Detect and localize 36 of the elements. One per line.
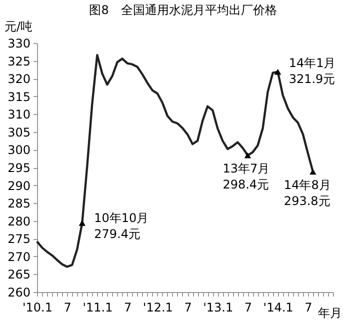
x-tick-label: 7	[64, 300, 72, 314]
y-tick-label: 265	[8, 268, 30, 282]
y-tick-label: 305	[8, 125, 30, 140]
y-tick-label: 280	[8, 214, 30, 228]
y-tick-label: 270	[8, 250, 30, 264]
y-tick-label: 300	[8, 143, 30, 158]
y-tick-label: 295	[8, 161, 30, 175]
y-tick-label: 310	[8, 108, 30, 122]
y-tick-label: 315	[8, 90, 30, 104]
annotation: 10年10月 279.4元	[94, 210, 149, 241]
point	[78, 220, 86, 226]
chart-title: 图8 全国通用水泥月平均出厂价格	[89, 3, 277, 17]
y-tick-label: 320	[8, 72, 30, 86]
annotation: 14年8月 293.8元	[284, 178, 331, 208]
point	[274, 68, 282, 75]
y-tick-label: 260	[8, 286, 30, 300]
x-tick-label: '11.1	[82, 300, 113, 314]
x-tick-label: '10.1	[22, 300, 53, 314]
x-tick-label: 7	[124, 300, 132, 314]
x-axis-title: 年月	[318, 306, 342, 320]
x-tick-label: '13.1	[203, 300, 234, 314]
point	[244, 152, 252, 158]
annotation: 13年7月 298.4元	[222, 161, 270, 192]
x-tick-label: '12.1	[142, 300, 173, 314]
y-tick-label: 330	[8, 36, 30, 50]
x-tick-label: 7	[244, 300, 252, 314]
y-tick-label: 285	[8, 196, 30, 211]
x-tick-label: '14.1	[263, 300, 294, 314]
x-tick-label: 7	[184, 300, 192, 314]
annotation: 14年1月 321.9元	[288, 56, 336, 86]
y-tick-label: 325	[8, 54, 30, 68]
point	[310, 168, 316, 175]
y-tick-label: 275	[8, 232, 30, 246]
x-tick-label: 7	[304, 300, 312, 314]
y-tick-label: 290	[8, 178, 30, 193]
y-axis-title: 元/吨	[4, 20, 33, 34]
